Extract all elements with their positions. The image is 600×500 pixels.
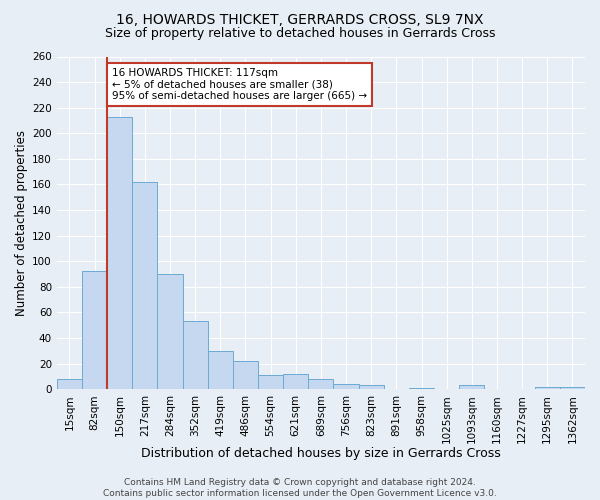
X-axis label: Distribution of detached houses by size in Gerrards Cross: Distribution of detached houses by size … [141, 447, 501, 460]
Bar [308, 379, 334, 389]
Bar [334, 384, 359, 389]
Bar [57, 379, 82, 389]
Bar [157, 274, 182, 389]
Bar [359, 386, 384, 389]
Bar [132, 182, 157, 389]
Bar [258, 375, 283, 389]
Text: Contains HM Land Registry data © Crown copyright and database right 2024.
Contai: Contains HM Land Registry data © Crown c… [103, 478, 497, 498]
Bar [233, 361, 258, 389]
Bar [283, 374, 308, 389]
Bar [182, 322, 208, 389]
Text: 16 HOWARDS THICKET: 117sqm
← 5% of detached houses are smaller (38)
95% of semi-: 16 HOWARDS THICKET: 117sqm ← 5% of detac… [112, 68, 367, 101]
Bar [208, 351, 233, 389]
Bar [409, 388, 434, 389]
Text: Size of property relative to detached houses in Gerrards Cross: Size of property relative to detached ho… [105, 28, 495, 40]
Bar [535, 386, 560, 389]
Text: 16, HOWARDS THICKET, GERRARDS CROSS, SL9 7NX: 16, HOWARDS THICKET, GERRARDS CROSS, SL9… [116, 12, 484, 26]
Bar [82, 272, 107, 389]
Bar [107, 116, 132, 389]
Y-axis label: Number of detached properties: Number of detached properties [15, 130, 28, 316]
Bar [560, 386, 585, 389]
Bar [459, 386, 484, 389]
